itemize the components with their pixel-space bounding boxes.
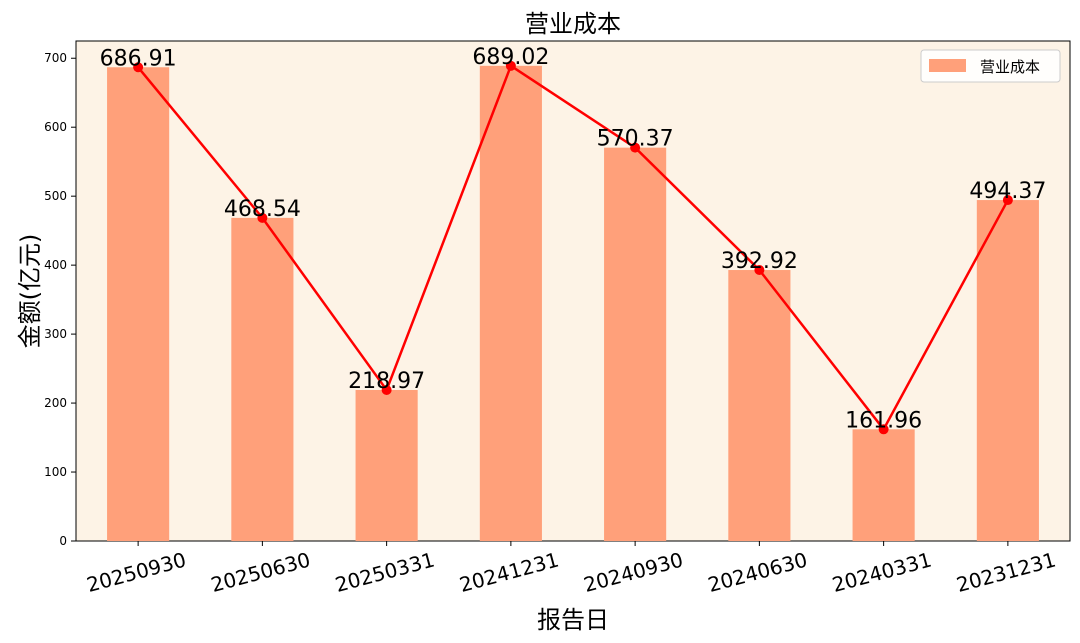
line-point <box>1002 195 1013 206</box>
y-tick-label: 700 <box>44 51 67 65</box>
data-label: 392.92 <box>721 249 798 274</box>
legend-label: 营业成本 <box>980 58 1040 76</box>
data-label: 689.02 <box>472 45 549 70</box>
y-tick-label: 300 <box>44 327 67 341</box>
bar <box>728 270 791 541</box>
bar-series <box>107 65 1039 542</box>
data-label: 468.54 <box>224 197 301 222</box>
x-tick-label: 20241231 <box>457 547 562 597</box>
line-series <box>133 60 1013 435</box>
y-tick-label: 500 <box>44 189 67 203</box>
x-tick-label: 20240930 <box>581 547 686 597</box>
data-label: 161.96 <box>845 408 922 433</box>
y-tick-label: 200 <box>44 396 67 410</box>
x-tick-label: 20240331 <box>830 547 935 597</box>
x-axis-label: 报告日 <box>537 606 609 634</box>
line-path <box>137 63 1009 432</box>
x-tick-label: 20250630 <box>208 547 313 597</box>
x-tick-label: 20240630 <box>705 547 810 597</box>
bar <box>479 65 542 542</box>
data-label: 218.97 <box>348 369 425 394</box>
bar <box>107 67 170 541</box>
bar <box>604 147 667 542</box>
line-point <box>133 62 144 73</box>
x-tick-label: 20231231 <box>954 547 1059 597</box>
bar <box>231 217 294 542</box>
data-label: 570.37 <box>597 127 674 152</box>
x-axis: 20250930 20250630 20250331 20241231 20240930… <box>84 541 1058 597</box>
y-tick-label: 400 <box>44 258 67 272</box>
legend-box <box>920 49 1061 83</box>
y-tick-label: 0 <box>59 534 67 548</box>
plot-area <box>75 40 1071 542</box>
chart-title: 营业成本 <box>525 10 621 38</box>
line-point <box>505 60 516 71</box>
y-tick-label: 100 <box>44 465 67 479</box>
bar <box>976 200 1039 541</box>
data-label: 686.91 <box>100 46 177 71</box>
y-axis: 0 100 200 300 400 500 600 700 <box>44 51 76 548</box>
line-point <box>878 424 889 435</box>
data-label: 494.37 <box>969 179 1046 204</box>
data-labels: 686.91 468.54 218.97 689.02 570.37 392.92 161.… <box>100 45 1047 433</box>
legend: 营业成本 <box>920 49 1061 83</box>
y-axis-label: 金额(亿元) <box>16 234 44 349</box>
bar <box>852 429 915 541</box>
line-point <box>754 265 765 276</box>
line-point <box>257 212 268 223</box>
bar <box>355 389 418 541</box>
legend-swatch <box>929 59 966 72</box>
line-point <box>381 384 392 395</box>
x-tick-label: 20250930 <box>84 547 189 597</box>
line-point <box>630 142 641 153</box>
x-tick-label: 20250331 <box>333 547 438 597</box>
y-tick-label: 600 <box>44 120 67 134</box>
